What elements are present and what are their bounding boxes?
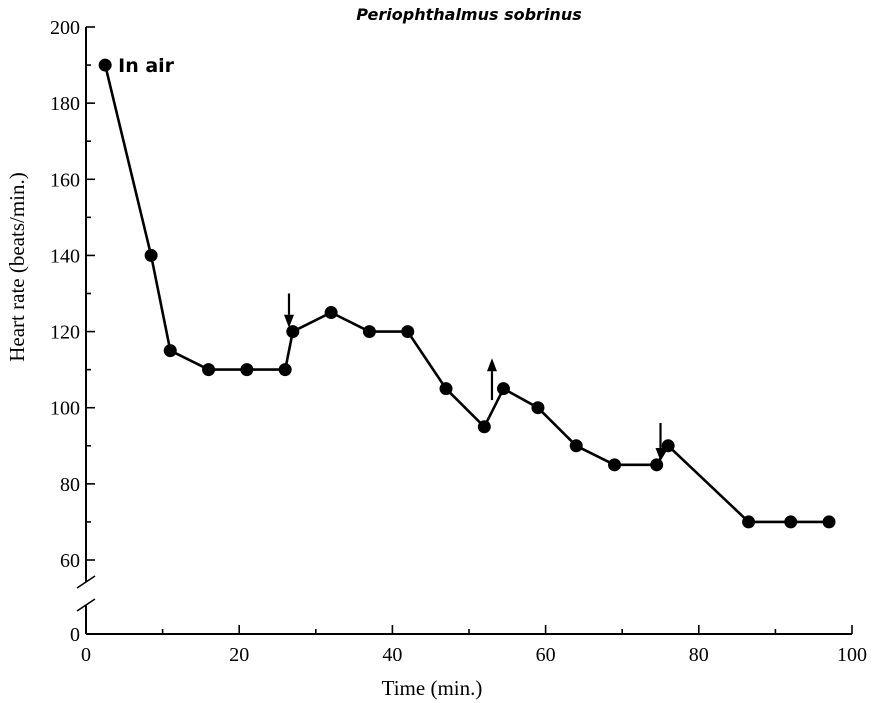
data-point	[477, 420, 491, 434]
y-tick-label: 200	[50, 17, 80, 39]
x-axis-title: Time (min.)	[382, 676, 483, 700]
data-point	[742, 515, 756, 529]
axis-break-mark	[76, 598, 96, 612]
data-points	[98, 58, 836, 529]
y-tick-label: 60	[60, 550, 80, 572]
x-ticks: 0 20 40 60 80 100	[81, 625, 867, 666]
series-line	[103, 64, 829, 524]
y-tick-label: 160	[50, 169, 80, 191]
data-point	[822, 515, 836, 529]
x-tick-label: 100	[837, 644, 867, 666]
data-point	[362, 325, 376, 339]
data-point	[608, 458, 622, 472]
x-tick-label: 20	[229, 644, 249, 666]
data-point	[98, 58, 112, 72]
y-ticks: 0 60 80 100 120 140 160 180 200	[50, 17, 95, 646]
data-point	[401, 325, 415, 339]
data-point	[784, 515, 798, 529]
annotations: In air	[118, 55, 175, 77]
arrow-down-icon	[655, 422, 666, 462]
data-point	[240, 363, 254, 377]
x-tick-label: 60	[536, 644, 556, 666]
y-tick-label: 0	[70, 624, 80, 646]
data-point	[163, 344, 177, 358]
axis-break-mark	[76, 575, 96, 589]
y-tick-label: 120	[50, 322, 80, 344]
data-point	[496, 382, 510, 396]
x-tick-label: 40	[382, 644, 402, 666]
arrow-down-icon	[283, 293, 294, 328]
data-point	[144, 248, 158, 262]
y-tick-label: 80	[60, 474, 80, 496]
axes	[76, 27, 852, 635]
data-point	[278, 363, 292, 377]
data-point	[324, 306, 338, 320]
chart-title: Periophthalmus sobrinus	[356, 5, 581, 24]
arrow-up-icon	[486, 358, 497, 401]
annotation-label: In air	[118, 55, 175, 77]
series-heart-rate	[98, 58, 836, 529]
x-tick-label: 80	[689, 644, 709, 666]
data-point	[286, 325, 300, 339]
axis-break-marks	[76, 575, 96, 612]
data-point	[439, 382, 453, 396]
event-arrows	[283, 293, 666, 462]
y-axis-title: Heart rate (beats/min.)	[5, 172, 29, 362]
data-point	[202, 363, 216, 377]
data-point	[531, 401, 545, 415]
data-point	[650, 458, 664, 472]
x-tick-label: 0	[81, 644, 91, 666]
y-tick-label: 100	[50, 398, 80, 420]
data-point	[569, 439, 583, 453]
y-tick-label: 140	[50, 245, 80, 267]
y-tick-label: 180	[50, 93, 80, 115]
